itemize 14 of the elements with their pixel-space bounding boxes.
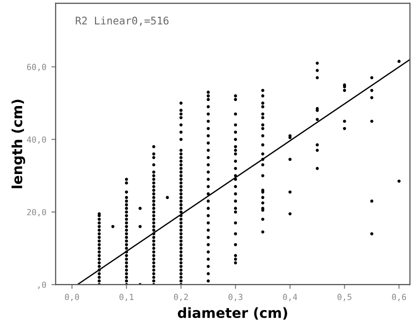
x-axis-title: diameter (cm) <box>178 307 288 320</box>
x-tick-label: 0,5 <box>338 294 352 302</box>
annotation: R2 Linear0,=516 <box>76 16 168 26</box>
y-tick-label: ,0 <box>38 282 46 289</box>
x-tick-label: 0,1 <box>120 294 134 302</box>
y-tick-label: 20,0 <box>27 208 46 216</box>
x-tick-label: 0,0 <box>64 294 79 302</box>
x-tick-label: 0,4 <box>283 294 298 302</box>
x-tick-label: 0,3 <box>228 294 242 302</box>
y-tick-label: 40,0 <box>26 136 46 144</box>
y-tick-label: 60,0 <box>27 64 46 72</box>
x-tick-label: 0,6 <box>392 294 406 302</box>
x-tick-label: 0,2 <box>174 294 188 302</box>
y-axis-title: length (cm) <box>12 100 26 188</box>
